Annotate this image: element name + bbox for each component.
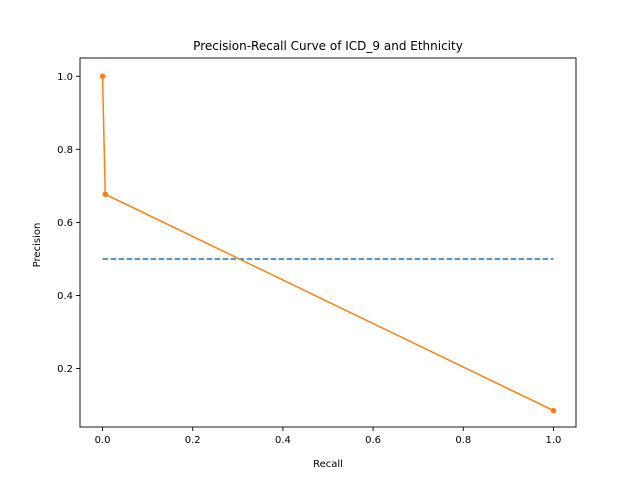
y-tick-label: 0.4 [57, 291, 73, 302]
axes-frame [79, 57, 577, 428]
x-axis-label: Recall [313, 459, 343, 470]
x-tick-label: 0.8 [455, 435, 471, 446]
chart-title: Precision-Recall Curve of ICD_9 and Ethn… [193, 39, 463, 53]
y-tick-label: 1.0 [57, 72, 73, 83]
y-axis-label: Precision [32, 223, 43, 268]
y-tick-label: 0.2 [57, 364, 73, 375]
plot-area: 0.0 0.2 0.4 0.6 0.8 1.0 0.2 0.4 0.6 0.8 1.0 [57, 57, 577, 446]
x-tick-label: 0.0 [95, 435, 111, 446]
series-1-point [550, 407, 557, 414]
y-tick-label: 0.8 [57, 145, 73, 156]
series-1-point [99, 73, 106, 80]
x-tick-label: 0.6 [365, 435, 381, 446]
y-tick-label: 0.6 [57, 218, 73, 229]
series-1-point [102, 191, 109, 198]
x-tick-label: 1.0 [546, 435, 562, 446]
x-tick-label: 0.4 [275, 435, 291, 446]
x-tick-label: 0.2 [185, 435, 201, 446]
